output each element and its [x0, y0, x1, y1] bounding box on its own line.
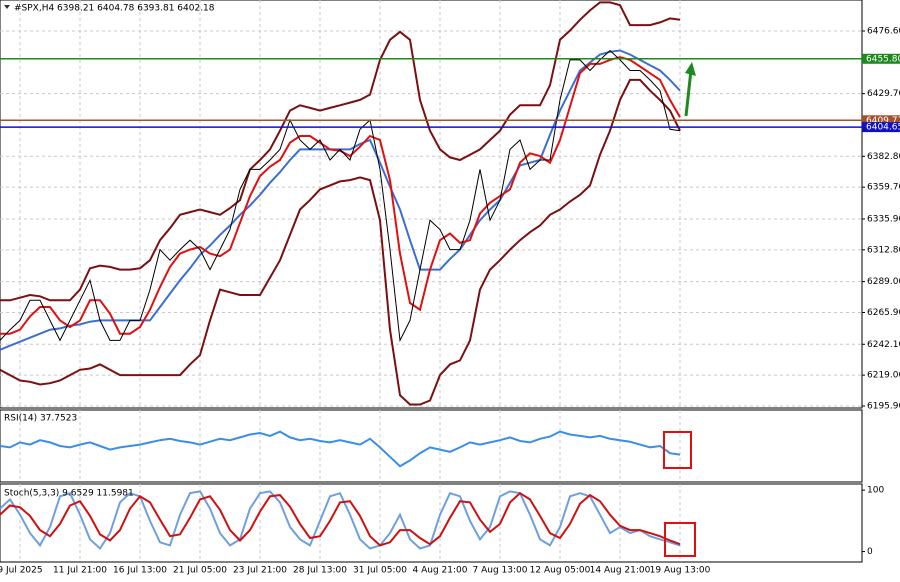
rsi-panel: [0, 409, 863, 483]
level-label: 6409.77: [866, 116, 900, 126]
level-badge: [862, 122, 900, 133]
x-tick-label: 28 Jul 13:00: [293, 566, 347, 576]
y-tick-label: 6195.90: [867, 401, 900, 411]
y-tick-label: 6476.60: [867, 26, 900, 36]
series-line: [0, 56, 681, 335]
level-label: 6404.65: [866, 123, 900, 133]
y-tick-label: 6242.10: [867, 340, 900, 350]
x-tick-label: 4 Aug 21:00: [413, 566, 468, 576]
y-tick-label: 6219.00: [867, 371, 900, 381]
y-tick-label: 0: [867, 547, 873, 557]
y-tick-label: 100: [867, 486, 884, 496]
series-line: [0, 78, 681, 406]
x-tick-label: 11 Jul 21:00: [53, 566, 107, 576]
series-line: [0, 49, 681, 351]
x-tick-label: 9 Jul 2025: [0, 566, 43, 576]
y-tick-label: 6429.70: [867, 89, 900, 99]
arrow: [684, 69, 693, 117]
highlight-box: [664, 522, 696, 557]
y-tick-label: 6335.90: [867, 214, 900, 224]
y-tick-label: 6289.00: [867, 277, 900, 287]
highlight-box: [663, 431, 692, 469]
price-title: #SPX,H4 6398.21 6404.78 6393.81 6402.18: [14, 4, 215, 14]
stoch-panel: [0, 483, 863, 563]
level-badge: [862, 53, 900, 64]
series-line: [0, 1, 681, 302]
panels: [0, 0, 863, 563]
y-tick-label: 6359.70: [867, 183, 900, 193]
x-tick-label: 23 Jul 21:00: [233, 566, 287, 576]
series-line: [0, 49, 681, 343]
series-line: [0, 430, 681, 468]
x-tick-label: 14 Aug 21:00: [590, 566, 651, 576]
price-panel: [0, 0, 863, 409]
level-label: 6455.80: [866, 54, 900, 64]
x-tick-label: 12 Aug 05:00: [530, 566, 591, 576]
x-tick-label: 31 Jul 05:00: [353, 566, 407, 576]
series-line: [0, 491, 681, 547]
x-tick-label: 7 Aug 13:00: [473, 566, 528, 576]
x-tick-label: 16 Jul 13:00: [113, 566, 167, 576]
y-tick-label: 6265.90: [867, 308, 900, 318]
arrow-head: [685, 62, 696, 76]
level-badge: [862, 115, 900, 126]
menu-icon[interactable]: [4, 5, 10, 9]
stoch-title: Stoch(5,3,3) 9.6529 11.5981: [4, 489, 134, 499]
x-tick-label: 21 Jul 05:00: [173, 566, 227, 576]
y-tick-label: 6312.80: [867, 245, 900, 255]
y-tick-label: 6382.80: [867, 152, 900, 162]
rsi-title: RSI(14) 37.7523: [4, 414, 77, 424]
x-tick-label: 19 Aug 13:00: [650, 566, 711, 576]
series-line: [0, 490, 681, 551]
